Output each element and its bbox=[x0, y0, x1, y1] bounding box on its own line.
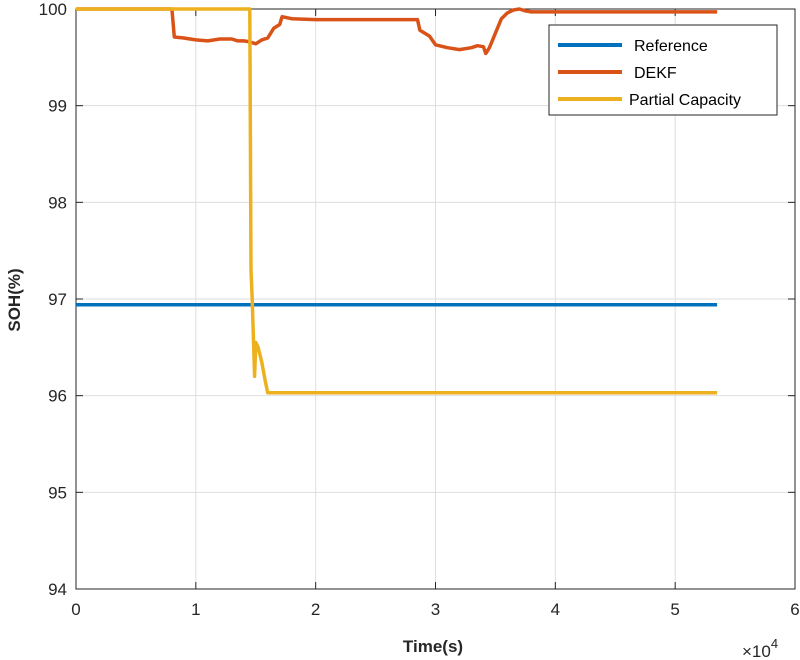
x-tick-label: 3 bbox=[431, 600, 440, 619]
x-tick-label: 0 bbox=[71, 600, 80, 619]
x-tick-label: 6 bbox=[790, 600, 799, 619]
x-tick-label: 2 bbox=[311, 600, 320, 619]
plot-area: 0 1 2 3 4 5 6 94 95 96 97 98 99 100 bbox=[39, 0, 800, 619]
y-tick-label: 95 bbox=[48, 483, 67, 502]
x-axis-exponent-base: ×10 bbox=[742, 642, 771, 660]
y-tick-label: 96 bbox=[48, 387, 67, 406]
legend-label-partial-capacity: Partial Capacity bbox=[629, 92, 741, 109]
y-tick-label: 99 bbox=[48, 97, 67, 116]
y-tick-label: 94 bbox=[48, 580, 67, 599]
legend-label-reference: Reference bbox=[634, 38, 708, 55]
legend: Reference DEKF Partial Capacity bbox=[548, 24, 778, 116]
x-tick-label: 5 bbox=[670, 600, 679, 619]
y-axis-title: SOH(%) bbox=[5, 268, 24, 331]
x-axis-exponent-power: 4 bbox=[771, 636, 778, 651]
y-tick-label: 98 bbox=[48, 193, 67, 212]
series-line-partial-capacity bbox=[76, 7, 718, 395]
x-axis-exponent: ×104 bbox=[742, 636, 778, 660]
y-tick-label: 100 bbox=[39, 0, 67, 19]
legend-label-dekf: DEKF bbox=[634, 65, 677, 82]
x-axis-title: Time(s) bbox=[403, 637, 463, 656]
series-line-dekf bbox=[76, 7, 718, 56]
x-tick-label: 1 bbox=[191, 600, 200, 619]
x-tick-label: 4 bbox=[551, 600, 560, 619]
y-tick-label: 97 bbox=[48, 290, 67, 309]
